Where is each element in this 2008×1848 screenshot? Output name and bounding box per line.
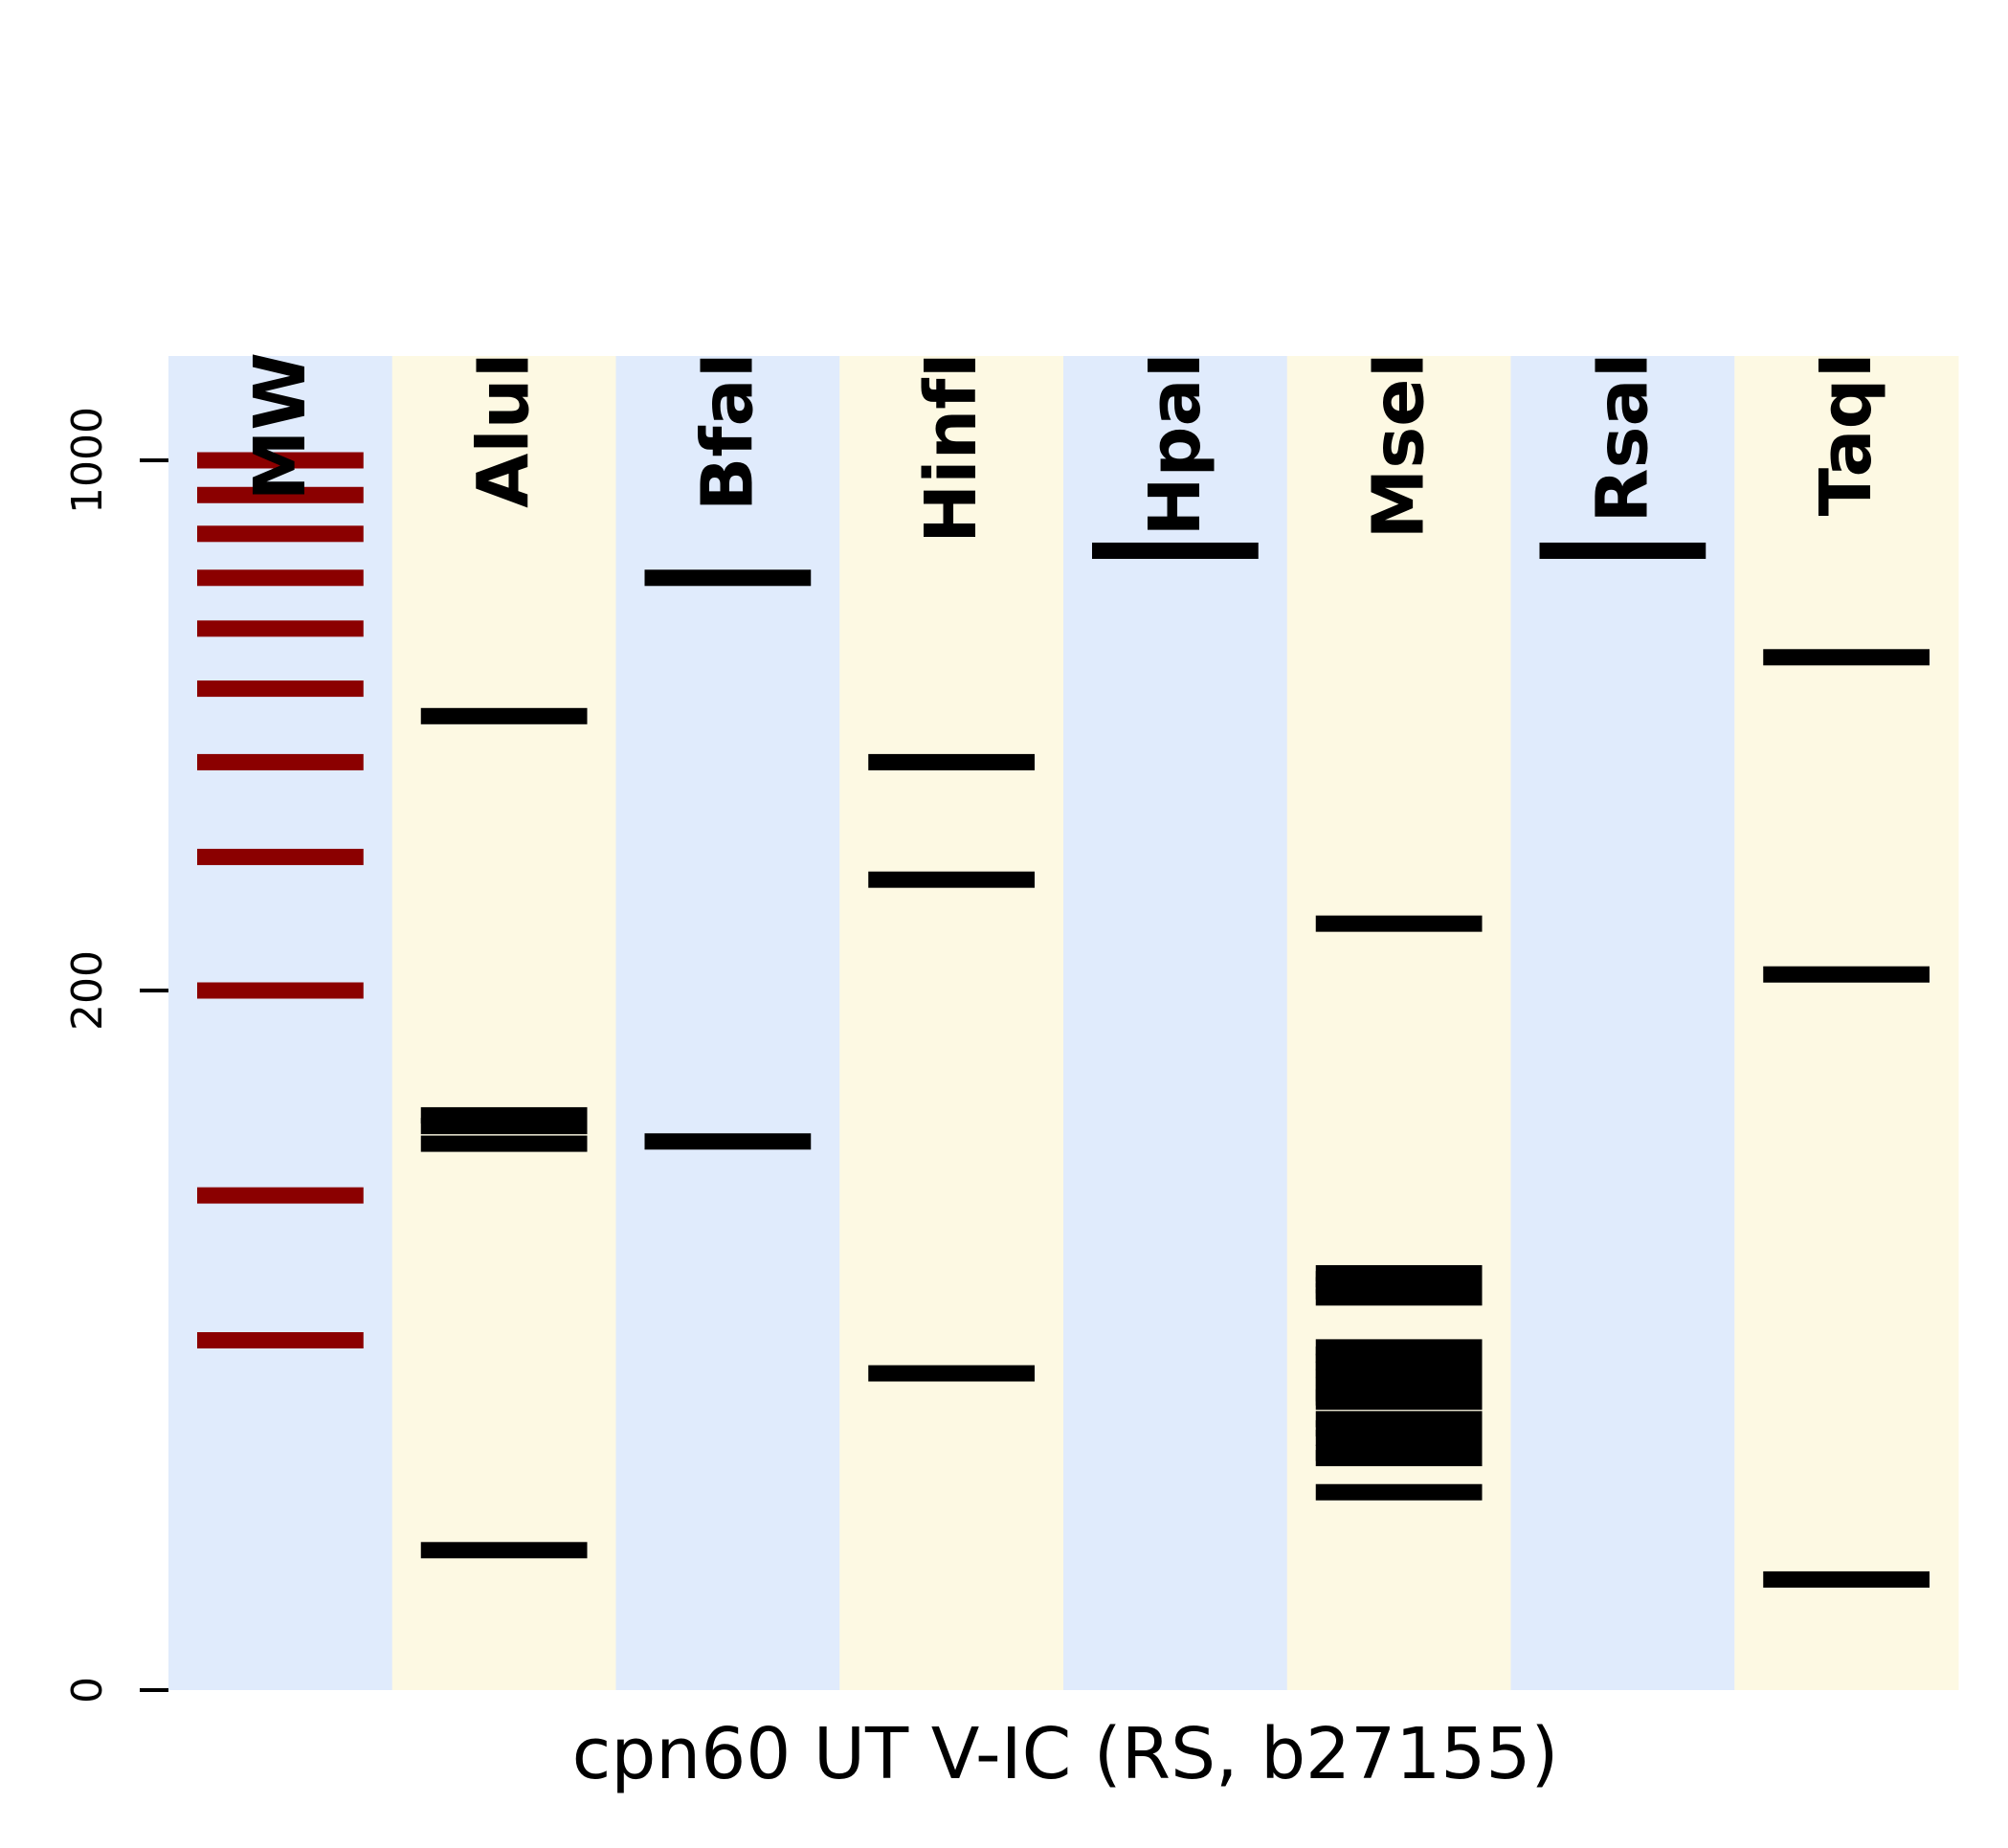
band-hpai: [1092, 542, 1259, 559]
lane-bfai: [615, 356, 840, 1690]
lane-alui: [391, 356, 616, 1690]
band-mw: [197, 569, 364, 587]
band-taqi: [1763, 1570, 1930, 1588]
band-hinfi: [868, 871, 1035, 888]
band-msei: [1315, 1429, 1483, 1446]
y-tick-label-0: 0: [63, 1677, 112, 1703]
lane-msei: [1286, 356, 1511, 1690]
band-taqi: [1763, 966, 1930, 983]
band-mw: [197, 620, 364, 637]
x-axis-label: cpn60 UT V-IC (RS, b27155): [572, 1713, 1559, 1795]
band-bfai: [644, 1133, 812, 1150]
lane-mw: [168, 356, 393, 1690]
lane-taqi: [1734, 356, 1959, 1690]
y-tick-label-1000: 1000: [63, 407, 112, 514]
band-hinfi: [868, 753, 1035, 770]
band-mw: [197, 486, 364, 503]
band-mw: [197, 1187, 364, 1204]
band-mw: [197, 1332, 364, 1348]
band-mw: [197, 982, 364, 999]
band-alui: [420, 707, 588, 724]
band-mw: [197, 525, 364, 543]
lane-label-mw: MW: [239, 352, 322, 501]
band-msei: [1315, 1450, 1483, 1467]
lane-hpai: [1063, 356, 1288, 1690]
band-bfai: [644, 569, 812, 587]
band-msei: [1315, 1393, 1483, 1411]
lane-labels: MW AluI BfaI HinfI HpaI MseI RsaI TaqI: [239, 352, 1887, 544]
band-msei: [1315, 1289, 1483, 1306]
band-mw: [197, 753, 364, 770]
band-msei: [1315, 1483, 1483, 1501]
band-rsai: [1539, 542, 1707, 559]
lane-label-bfai: BfaI: [686, 352, 769, 511]
band-mw: [197, 848, 364, 865]
gel-bands: [197, 452, 1930, 1588]
y-axis: 1000 200 0: [63, 407, 168, 1703]
band-alui: [420, 1542, 588, 1559]
band-msei: [1315, 915, 1483, 932]
lane-label-alui: AluI: [463, 352, 546, 508]
lane-label-hinfi: HinfI: [910, 352, 993, 544]
band-hinfi: [868, 1365, 1035, 1382]
lane-hinfi: [839, 356, 1064, 1690]
y-tick-label-200: 200: [63, 950, 112, 1031]
lane-label-hpai: HpaI: [1134, 352, 1216, 536]
lane-label-rsai: RsaI: [1581, 352, 1663, 523]
band-taqi: [1763, 649, 1930, 666]
lane-backgrounds: [168, 356, 1959, 1690]
lane-label-taqi: TaqI: [1805, 352, 1887, 516]
lane-label-msei: MseI: [1358, 352, 1440, 539]
band-alui: [420, 1135, 588, 1152]
band-mw: [197, 680, 364, 698]
lane-rsai: [1510, 356, 1735, 1690]
band-mw: [197, 452, 364, 469]
band-alui: [420, 1118, 588, 1135]
